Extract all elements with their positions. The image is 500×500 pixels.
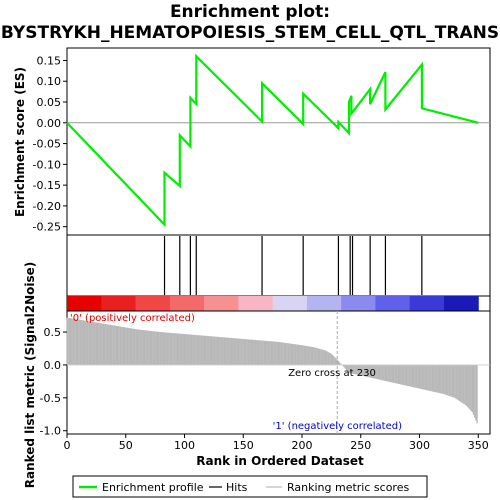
colorbar-segment xyxy=(169,296,205,311)
zero-cross-label: Zero cross at 230 xyxy=(288,368,376,379)
x-tick-label: 100 xyxy=(174,439,195,452)
legend-hits-label: Hits xyxy=(226,481,248,494)
colorbar xyxy=(66,295,491,312)
metric-panel: 0.5 0.0 -0.5 -1.0 '0' (positively correlate… xyxy=(23,262,491,489)
colorbar-segment xyxy=(409,296,445,311)
x-tick-label: 300 xyxy=(409,439,430,452)
es-ytick-label: -0.10 xyxy=(33,158,61,171)
metric-ylabel: Ranked list metric (Signal2Noise) xyxy=(23,262,37,489)
colorbar-segment xyxy=(375,296,411,311)
x-tick-label: 250 xyxy=(350,439,371,452)
colorbar-segment xyxy=(272,296,308,311)
metric-ytick-label: -0.5 xyxy=(40,392,61,405)
enrichment-profile-line xyxy=(66,53,479,228)
x-tick-label: 350 xyxy=(468,439,489,452)
colorbar-segment xyxy=(341,296,376,311)
legend: Enrichment profile Hits Ranking metric s… xyxy=(72,475,428,498)
legend-frame xyxy=(72,475,428,498)
es-ytick-label: 0.05 xyxy=(37,96,62,109)
negative-correlation-label: '1' (negatively correlated) xyxy=(273,421,402,432)
colorbar-segment xyxy=(135,296,171,311)
hits-frame xyxy=(66,234,491,297)
es-ytick-label: 0.10 xyxy=(37,75,62,88)
es-ytick-label: 0.00 xyxy=(37,117,62,130)
colorbar-segment xyxy=(443,296,479,311)
colorbar-segment xyxy=(306,296,342,311)
chart-title-line2: BYSTRYKH_HEMATOPOIESIS_STEM_CELL_QTL_TRA… xyxy=(1,23,499,43)
x-tick-label: 200 xyxy=(292,439,313,452)
metric-ytick-label: 0.0 xyxy=(44,359,62,372)
es-ylabel: Enrichment score (ES) xyxy=(13,67,27,217)
positive-correlation-label: '0' (positively correlated) xyxy=(70,313,195,324)
legend-metric-label: Ranking metric scores xyxy=(287,481,409,494)
legend-enrichment-label: Enrichment profile xyxy=(102,481,204,494)
hits-panel xyxy=(66,234,491,297)
es-ytick-label: 0.15 xyxy=(37,54,62,67)
colorbar-segment xyxy=(204,296,239,311)
chart-title-line1: Enrichment plot: xyxy=(170,2,330,22)
colorbar-segment xyxy=(238,296,274,311)
es-ytick-label: -0.15 xyxy=(33,179,61,192)
x-tick-label: 0 xyxy=(64,439,71,452)
es-ytick-label: -0.05 xyxy=(33,138,61,151)
metric-ytick-label: -1.0 xyxy=(40,425,61,438)
colorbar-segment xyxy=(67,296,102,311)
es-ytick-label: -0.20 xyxy=(33,200,61,213)
colorbar-segment xyxy=(101,296,137,311)
x-axis-label: Rank in Ordered Dataset xyxy=(196,454,364,468)
x-tick-label: 50 xyxy=(119,439,133,452)
es-ytick-label: -0.25 xyxy=(33,221,61,234)
metric-ytick-label: 0.5 xyxy=(44,326,62,339)
es-plot-frame xyxy=(66,47,491,236)
x-tick-label: 150 xyxy=(233,439,254,452)
es-panel: 0.15 0.10 0.05 0.00 -0.05 -0.10 -0.15 -0.20 -0.2… xyxy=(13,47,491,236)
